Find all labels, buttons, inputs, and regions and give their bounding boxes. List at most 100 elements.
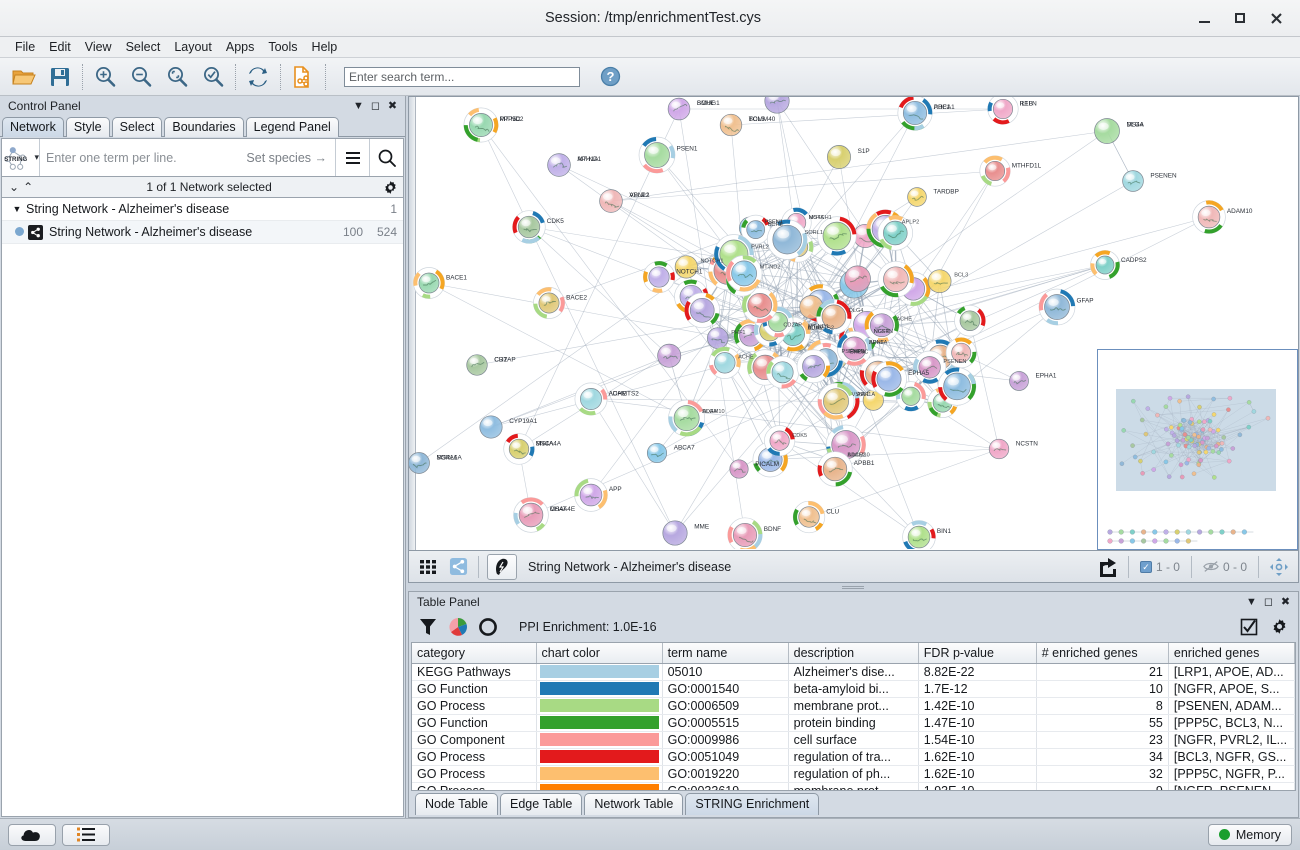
- zoom-fit-button[interactable]: [159, 60, 195, 94]
- table-row[interactable]: GO Function GO:0001540 beta-amyloid bi... 1…: [412, 680, 1295, 698]
- zoom-selected-button[interactable]: [195, 60, 231, 94]
- network-settings-button[interactable]: [383, 180, 398, 195]
- tab-select[interactable]: Select: [111, 117, 163, 137]
- menu-layout[interactable]: Layout: [174, 40, 212, 54]
- task-list-button[interactable]: [62, 823, 110, 846]
- cloud-icon: [21, 830, 40, 841]
- string-style-button[interactable]: [443, 554, 473, 580]
- svg-text:PPP5C: PPP5C: [500, 116, 521, 123]
- control-panel-float-button[interactable]: ◻: [370, 100, 381, 112]
- menu-tools[interactable]: Tools: [268, 40, 298, 54]
- open-folder-icon: [12, 70, 36, 84]
- canvas-left-grip[interactable]: [409, 97, 416, 550]
- table-panel-dropdown-button[interactable]: ▼: [1246, 595, 1257, 608]
- expand-triangle-icon[interactable]: ▼: [12, 204, 22, 214]
- col-chart-color[interactable]: chart color: [536, 643, 663, 664]
- table-panel-float-button[interactable]: ◻: [1263, 596, 1274, 608]
- menu-apps[interactable]: Apps: [225, 40, 255, 54]
- save-session-button[interactable]: [42, 60, 78, 94]
- maximize-button[interactable]: [1222, 3, 1258, 33]
- zoom-out-button[interactable]: [123, 60, 159, 94]
- tree-row[interactable]: ▼ String Network - Alzheimer's disease 1: [2, 198, 403, 221]
- tab-node-table[interactable]: Node Table: [415, 793, 499, 815]
- menu-edit[interactable]: Edit: [49, 40, 71, 54]
- cell-chart-color: [536, 782, 663, 790]
- string-options-button[interactable]: [335, 139, 369, 176]
- svg-text:MME: MME: [694, 524, 709, 531]
- refresh-button[interactable]: [240, 60, 276, 94]
- cell-enriched-genes: [NGFR, APOE, S...: [1168, 680, 1295, 698]
- string-search-button[interactable]: [369, 139, 403, 176]
- control-panel-tabs: Network Style Select Boundaries Legend P…: [0, 115, 405, 137]
- table-row[interactable]: GO Process GO:0019220 regulation of ph... 1…: [412, 765, 1295, 783]
- zoom-in-button[interactable]: [87, 60, 123, 94]
- svg-text:PSENEN: PSENEN: [943, 359, 966, 365]
- table-row[interactable]: GO Function GO:0005515 protein binding 1.47…: [412, 714, 1295, 732]
- enrichment-table-wrap[interactable]: category chart color term name descripti…: [411, 642, 1296, 791]
- memory-status-button[interactable]: Memory: [1207, 823, 1292, 846]
- menu-help[interactable]: Help: [311, 40, 338, 54]
- pan-tool-button[interactable]: [487, 553, 517, 580]
- tab-edge-table[interactable]: Edge Table: [500, 793, 583, 815]
- control-panel-close-button[interactable]: ✖: [387, 100, 398, 112]
- col-term-name[interactable]: term name: [662, 643, 789, 664]
- table-row[interactable]: GO Process GO:0051049 regulation of tra...…: [412, 748, 1295, 766]
- collapse-all-button[interactable]: ⌄: [9, 180, 20, 194]
- table-row[interactable]: GO Process GO:0033619 membrane prot... 1.93…: [412, 782, 1295, 790]
- cloud-button[interactable]: [8, 823, 56, 846]
- svg-text:PSENEN: PSENEN: [842, 349, 865, 355]
- network-overview-inset[interactable]: [1097, 349, 1298, 550]
- table-row[interactable]: GO Process GO:0006509 membrane prot... 1.42…: [412, 697, 1295, 715]
- close-button[interactable]: [1258, 3, 1294, 33]
- table-settings-button[interactable]: [1266, 614, 1292, 640]
- string-logo-icon[interactable]: STRING ▾: [2, 139, 40, 176]
- table-row[interactable]: GO Component GO:0009986 cell surface 1.54E-…: [412, 731, 1295, 749]
- set-species-link[interactable]: Set species →: [246, 150, 327, 165]
- minimize-button[interactable]: [1186, 3, 1222, 33]
- donut-chart-button[interactable]: [475, 614, 501, 640]
- search-input[interactable]: [344, 66, 580, 87]
- col-enriched-count[interactable]: # enriched genes: [1036, 643, 1169, 664]
- panel-split-handle[interactable]: [406, 583, 1300, 591]
- tab-network-table[interactable]: Network Table: [584, 793, 684, 815]
- svg-text:BCHE: BCHE: [768, 222, 784, 228]
- tab-network[interactable]: Network: [2, 117, 64, 137]
- col-enriched-genes[interactable]: enriched genes: [1168, 643, 1295, 664]
- tab-legend-panel[interactable]: Legend Panel: [245, 117, 339, 137]
- network-view-title: String Network - Alzheimer's disease: [528, 559, 732, 574]
- hidden-nodes-chip[interactable]: 0 - 0: [1197, 560, 1253, 574]
- col-fdr-pvalue[interactable]: FDR p-value: [918, 643, 1037, 664]
- grid-layout-button[interactable]: [413, 554, 443, 580]
- menu-select[interactable]: Select: [125, 40, 161, 54]
- hamburger-icon: [345, 151, 360, 164]
- fit-content-button[interactable]: [1264, 554, 1294, 580]
- expand-all-button[interactable]: ⌃: [23, 180, 34, 194]
- export-network-button[interactable]: [285, 60, 321, 94]
- export-image-button[interactable]: [1093, 554, 1123, 580]
- tree-row[interactable]: String Network - Alzheimer's disease 100…: [2, 221, 403, 244]
- tab-string-enrichment[interactable]: STRING Enrichment: [685, 793, 820, 815]
- status-separator: [1190, 555, 1192, 578]
- tab-style[interactable]: Style: [65, 117, 110, 137]
- col-description[interactable]: description: [788, 643, 919, 664]
- string-term-input[interactable]: [40, 139, 247, 176]
- funnel-filter-button[interactable]: [415, 614, 441, 640]
- svg-text:CLU: CLU: [826, 508, 839, 515]
- string-network-graph[interactable]: MT-ND2 MT-ND1 VSNL1 CD2AP MS4A4A MS4A6A MS4A4E…: [409, 97, 1295, 549]
- help-button[interactable]: ?: [592, 60, 628, 94]
- menu-file[interactable]: File: [15, 40, 36, 54]
- table-row[interactable]: KEGG Pathways 05010 Alzheimer's dise... 8.8…: [412, 663, 1295, 681]
- col-category[interactable]: category: [412, 643, 537, 664]
- select-all-button[interactable]: [1236, 614, 1262, 640]
- string-search-bar: STRING ▾ Set species →: [1, 138, 404, 177]
- svg-text:ABCA7: ABCA7: [674, 445, 695, 452]
- network-canvas[interactable]: MT-ND2 MT-ND1 VSNL1 CD2AP MS4A4A MS4A6A MS4A4E…: [408, 96, 1299, 551]
- selected-nodes-chip[interactable]: ✓ 1 - 0: [1134, 560, 1186, 574]
- tab-boundaries[interactable]: Boundaries: [164, 117, 244, 137]
- pie-chart-button[interactable]: [445, 614, 471, 640]
- svg-text:S1P: S1P: [858, 148, 870, 155]
- control-panel-dropdown-button[interactable]: ▼: [353, 99, 364, 112]
- open-session-button[interactable]: [6, 60, 42, 94]
- menu-view[interactable]: View: [84, 40, 112, 54]
- table-panel-close-button[interactable]: ✖: [1280, 596, 1291, 608]
